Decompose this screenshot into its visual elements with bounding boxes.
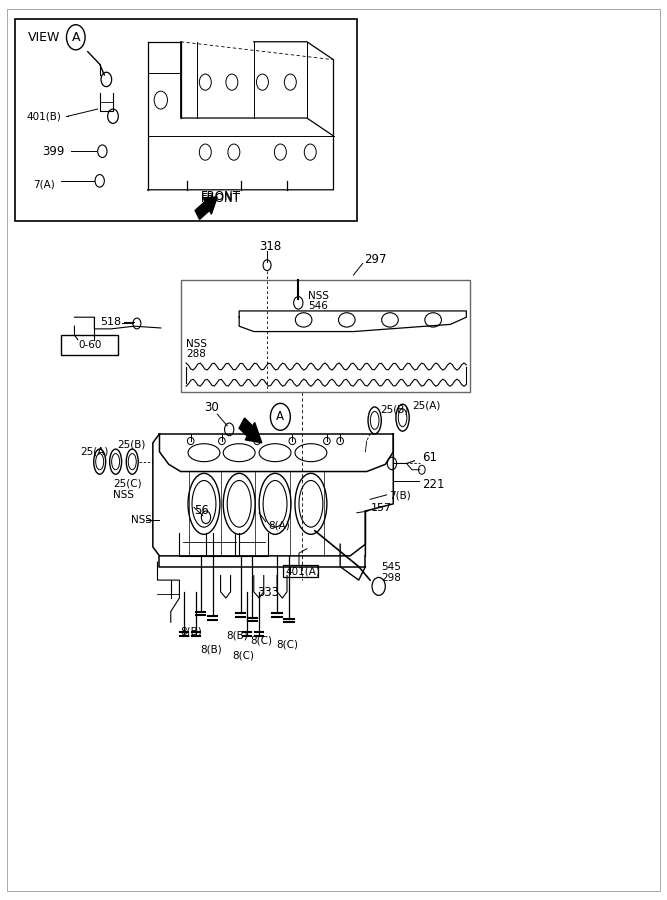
Bar <box>181 280 470 392</box>
Text: 8(C): 8(C) <box>251 635 273 645</box>
FancyArrow shape <box>239 418 261 443</box>
Text: 56: 56 <box>194 504 209 517</box>
Text: VIEW: VIEW <box>28 31 60 44</box>
Text: 8(B): 8(B) <box>201 644 222 654</box>
Text: 221: 221 <box>422 478 444 491</box>
Text: 25(B): 25(B) <box>117 439 146 450</box>
Text: NSS: NSS <box>308 291 329 301</box>
Text: 61: 61 <box>422 451 438 464</box>
Text: 546: 546 <box>308 302 328 311</box>
Text: 25(A): 25(A) <box>412 400 440 410</box>
Bar <box>15 19 357 221</box>
Text: 518: 518 <box>99 317 121 327</box>
Text: FRONT: FRONT <box>201 193 241 205</box>
Text: NSS: NSS <box>186 339 207 349</box>
Bar <box>61 335 117 355</box>
Text: 288: 288 <box>186 349 206 359</box>
Text: 25(A): 25(A) <box>80 446 108 457</box>
FancyArrow shape <box>195 197 217 220</box>
Text: 401(B): 401(B) <box>27 112 61 122</box>
Text: A: A <box>71 31 80 44</box>
Text: FRONT: FRONT <box>201 191 241 203</box>
Text: A: A <box>276 410 284 423</box>
Text: 8(B): 8(B) <box>226 631 247 641</box>
Text: 30: 30 <box>204 401 219 414</box>
Text: 8(B): 8(B) <box>181 626 203 636</box>
Text: 318: 318 <box>259 239 281 253</box>
Text: 8(C): 8(C) <box>233 651 255 661</box>
Text: 298: 298 <box>382 573 401 583</box>
Text: 297: 297 <box>364 253 387 266</box>
Text: NSS: NSS <box>131 515 152 525</box>
Text: 8(A): 8(A) <box>268 520 290 530</box>
Text: 7(A): 7(A) <box>33 179 55 189</box>
Text: 25(C): 25(C) <box>113 478 141 488</box>
Text: 399: 399 <box>43 145 65 158</box>
Text: 8(C): 8(C) <box>276 640 298 650</box>
Text: NSS: NSS <box>113 490 134 500</box>
Bar <box>283 565 317 578</box>
Text: 157: 157 <box>371 503 392 513</box>
Text: 0-60: 0-60 <box>78 340 101 350</box>
Text: 25(B): 25(B) <box>381 405 409 415</box>
Text: 401(A): 401(A) <box>285 566 321 576</box>
Text: 7(B): 7(B) <box>390 491 411 500</box>
Text: 333: 333 <box>257 586 279 599</box>
Text: 545: 545 <box>382 562 401 572</box>
